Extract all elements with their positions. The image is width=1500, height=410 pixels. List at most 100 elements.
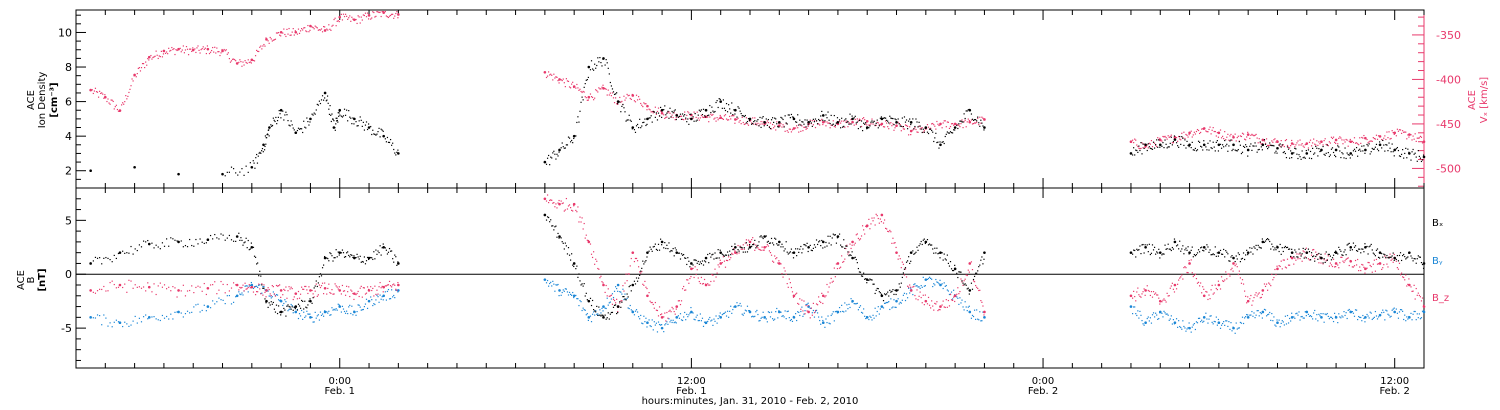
data-dot (950, 123, 953, 125)
data-dot (552, 79, 554, 81)
data-dot (731, 245, 733, 248)
data-dot (947, 299, 950, 302)
data-dot (239, 239, 241, 241)
data-dot (912, 118, 914, 120)
data-dot (1298, 248, 1300, 250)
data-dot (386, 290, 389, 293)
data-dot (613, 290, 616, 292)
data-point (1393, 256, 1396, 260)
data-dot (1405, 274, 1407, 276)
data-dot (561, 291, 563, 294)
data-dot (649, 325, 651, 327)
data-dot (1391, 143, 1393, 145)
data-dot (708, 121, 710, 123)
data-dot (858, 239, 861, 241)
data-dot (1309, 139, 1312, 141)
data-dot (1367, 261, 1369, 264)
data-dot (941, 304, 943, 306)
data-dot (713, 318, 715, 320)
data-dot (726, 259, 729, 262)
data-dot (1335, 156, 1337, 158)
data-dot (601, 86, 603, 88)
data-dot (1136, 291, 1138, 293)
data-dot (1188, 145, 1190, 148)
data-dot (636, 123, 639, 126)
data-dot (270, 38, 272, 40)
data-dot (581, 309, 583, 312)
data-point (675, 114, 679, 117)
data-dot (799, 123, 801, 125)
data-dot (273, 308, 276, 310)
data-dot (1252, 134, 1254, 136)
data-dot (625, 97, 627, 99)
data-dot (1405, 147, 1407, 149)
data-dot (663, 316, 665, 318)
data-dot (1349, 138, 1351, 141)
data-dot (388, 141, 391, 144)
data-dot (790, 248, 793, 250)
data-dot (798, 311, 800, 314)
data-dot (577, 276, 579, 278)
data-dot (740, 305, 742, 307)
data-dot (280, 296, 282, 299)
data-dot (761, 316, 763, 318)
data-dot (714, 110, 716, 113)
data-dot (1396, 267, 1398, 269)
data-dot (377, 293, 379, 295)
data-dot (550, 219, 552, 221)
data-dot (1377, 256, 1380, 259)
data-dot (729, 310, 731, 312)
data-dot (1227, 253, 1229, 255)
data-dot (695, 120, 697, 122)
data-dot (1333, 312, 1336, 314)
data-dot (159, 282, 161, 284)
data-dot (186, 310, 189, 312)
data-dot (752, 117, 754, 119)
data-dot (579, 299, 581, 302)
data-dot (289, 34, 291, 36)
data-dot (1419, 256, 1422, 258)
data-dot (838, 267, 841, 269)
data-point (734, 245, 737, 249)
data-dot (272, 301, 274, 304)
data-dot (956, 293, 958, 295)
data-dot (874, 292, 876, 295)
data-dot (1400, 132, 1403, 134)
data-point (807, 245, 810, 249)
data-dot (788, 114, 790, 116)
data-point (734, 251, 737, 254)
data-dot (304, 300, 306, 302)
data-dot (711, 254, 713, 256)
data-dot (1256, 310, 1258, 312)
data-dot (1205, 248, 1207, 250)
data-dot (1216, 288, 1218, 291)
data-dot (1272, 279, 1274, 281)
data-dot (640, 270, 642, 272)
data-dot (1254, 134, 1256, 136)
data-dot (384, 291, 386, 293)
data-dot (734, 243, 736, 245)
data-point (748, 240, 752, 244)
data-dot (689, 117, 691, 119)
data-dot (242, 294, 244, 296)
data-dot (958, 293, 960, 295)
data-dot (388, 15, 391, 17)
data-dot (915, 298, 917, 300)
data-point (89, 88, 92, 92)
data-dot (887, 291, 889, 293)
data-dot (1252, 253, 1254, 255)
data-dot (1410, 286, 1412, 288)
data-point (1246, 251, 1250, 254)
data-dot (877, 306, 879, 308)
data-dot (228, 294, 231, 297)
data-dot (943, 253, 945, 255)
data-dot (878, 125, 880, 127)
data-dot (756, 245, 758, 247)
data-dot (623, 299, 625, 301)
data-dot (126, 252, 128, 254)
data-dot (558, 82, 560, 84)
data-dot (1257, 293, 1259, 295)
data-point (719, 116, 722, 119)
data-dot (820, 115, 822, 117)
data-dot (552, 202, 554, 204)
